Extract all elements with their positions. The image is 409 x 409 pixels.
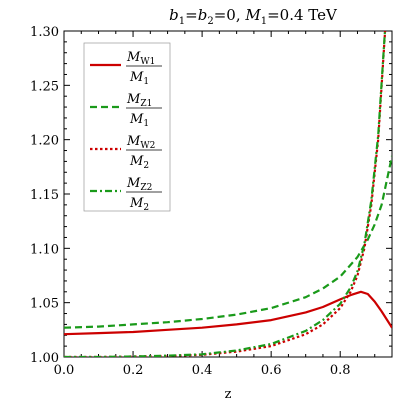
legend-numerator: MZ1 <box>126 92 152 109</box>
legend: MW1 M1 MZ1 M1 MW2 M2 MZ2 M2 <box>83 42 171 213</box>
y-tick-label: 1.25 <box>30 79 59 94</box>
x-axis-label: z <box>225 387 232 402</box>
title-b-value: =0, <box>214 6 246 24</box>
title-b2-sub: 2 <box>207 16 213 27</box>
legend-numerator: MZ2 <box>126 176 152 193</box>
title-m-symbol: M <box>244 6 261 24</box>
series-line-z2 <box>64 31 387 357</box>
x-tick-label: 0.0 <box>54 363 75 378</box>
x-tick-label: 0.6 <box>261 363 282 378</box>
x-tick-label: 0.2 <box>123 363 144 378</box>
y-tick-label: 1.20 <box>30 134 59 149</box>
legend-denominator: M1 <box>129 112 149 129</box>
title-m1-sub: 1 <box>261 16 267 27</box>
legend-denominator: M2 <box>129 154 149 171</box>
title-b1-sub: 1 <box>179 16 185 27</box>
y-tick-label: 1.15 <box>30 188 59 203</box>
y-tick-label: 1.00 <box>30 351 59 366</box>
chart-title: b1=b2=0, M1=0.4 TeV <box>169 6 338 27</box>
title-m-value: =0.4 TeV <box>267 6 338 24</box>
series-line-z1 <box>64 155 392 329</box>
y-tick-label: 1.30 <box>30 25 59 40</box>
y-tick-label: 1.10 <box>30 242 59 257</box>
x-tick-label: 0.8 <box>330 363 351 378</box>
legend-numerator: MW2 <box>126 134 155 151</box>
legend-denominator: M2 <box>129 196 149 213</box>
series-layer <box>64 31 392 357</box>
y-tick-label: 1.05 <box>30 297 59 312</box>
legend-frame <box>83 42 171 212</box>
title-b-symbol: b <box>169 6 179 24</box>
legend-denominator: M1 <box>129 70 149 87</box>
title-b-symbol-2: b <box>198 6 208 24</box>
x-tick-label: 0.4 <box>192 363 213 378</box>
legend-numerator: MW1 <box>126 50 155 67</box>
series-line-w1 <box>64 290 392 336</box>
